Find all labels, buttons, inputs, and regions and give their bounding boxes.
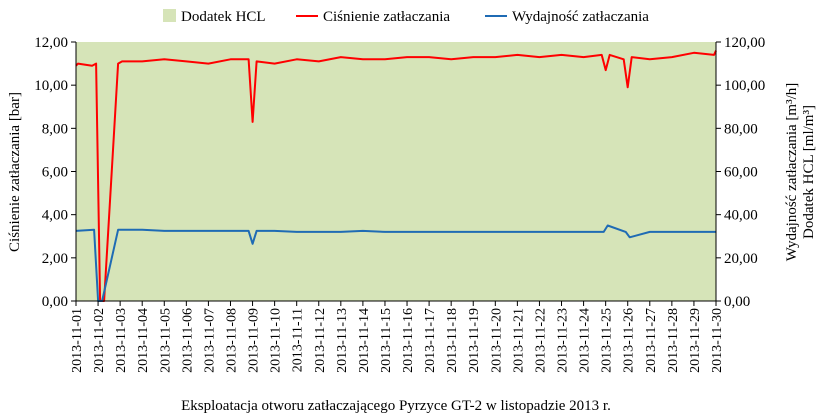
x-tick-label: 2013-11-12 bbox=[313, 308, 328, 373]
legend-label-dodatek-hcl: Dodatek HCL bbox=[181, 9, 266, 25]
x-tick-label: 2013-11-21 bbox=[511, 308, 526, 373]
y-right-tick-label: 40,00 bbox=[724, 208, 758, 224]
series-area-dodatek-hcl bbox=[76, 42, 716, 301]
x-tick-label: 2013-11-25 bbox=[600, 308, 615, 373]
x-tick-label: 2013-11-05 bbox=[158, 308, 173, 373]
x-axis-title: Eksploatacja otworu zatłaczającego Pyrzy… bbox=[181, 398, 611, 414]
y-right-tick-label: 80,00 bbox=[724, 121, 758, 137]
x-tick-label: 2013-11-23 bbox=[556, 308, 571, 373]
series-line-wydajnosc bbox=[75, 224, 716, 302]
y-left-tick-label: 6,00 bbox=[42, 165, 68, 181]
y-left-tick-label: 12,00 bbox=[34, 35, 68, 51]
x-tick-label: 2013-11-07 bbox=[202, 308, 217, 373]
x-tick-label: 2013-11-27 bbox=[644, 308, 659, 373]
y-axis-left-title: Ciśnienie zatłaczania [bar] bbox=[7, 92, 23, 252]
x-tick-label: 2013-11-22 bbox=[533, 308, 548, 373]
x-tick-label: 2013-11-02 bbox=[92, 308, 107, 373]
y-axis-right-title-2: Dodatek HCL [ml/m³] bbox=[801, 105, 817, 239]
series-line-cisnienie bbox=[75, 50, 717, 302]
legend-label-cisnienie: Ciśnienie zatłaczania bbox=[323, 9, 450, 25]
x-tick-label: 2013-11-30 bbox=[710, 308, 725, 373]
y-axis-right-title-1: Wydajność zatłaczania [m³/h] bbox=[784, 83, 800, 262]
x-tick-label: 2013-11-13 bbox=[335, 308, 350, 373]
y-right-tick-label: 120,00 bbox=[724, 35, 765, 51]
x-tick-label: 2013-11-28 bbox=[666, 308, 681, 373]
y-left-tick-label: 2,00 bbox=[42, 251, 68, 267]
x-tick-label: 2013-11-03 bbox=[114, 308, 129, 373]
y-left-tick-label: 8,00 bbox=[42, 121, 68, 137]
series-layer bbox=[75, 50, 717, 302]
ticks-layer: 0,00 2,00 4,00 6,00 8,00 10,00 12,00 0,00 20,00 4… bbox=[34, 35, 765, 373]
x-tick-label: 2013-11-11 bbox=[291, 308, 306, 372]
x-tick-label: 2013-11-08 bbox=[225, 308, 240, 373]
x-tick-label: 2013-11-10 bbox=[269, 308, 284, 373]
x-tick-label: 2013-11-14 bbox=[357, 308, 372, 373]
y-right-tick-label: 60,00 bbox=[724, 165, 758, 181]
x-tick-label: 2013-11-18 bbox=[445, 308, 460, 373]
y-right-tick-label: 100,00 bbox=[724, 78, 765, 94]
x-tick-label: 2013-11-24 bbox=[578, 308, 593, 373]
y-left-tick-label: 4,00 bbox=[42, 208, 68, 224]
legend-label-wydajnosc: Wydajność zatłaczania bbox=[512, 9, 649, 25]
x-tick-label: 2013-11-20 bbox=[489, 308, 504, 373]
y-right-tick-label: 0,00 bbox=[724, 294, 750, 310]
legend-swatch-dodatek-hcl bbox=[163, 9, 176, 22]
x-tick-label: 2013-11-15 bbox=[379, 308, 394, 373]
y-left-tick-label: 10,00 bbox=[34, 78, 68, 94]
x-tick-label: 2013-11-09 bbox=[247, 308, 262, 373]
y-right-tick-label: 20,00 bbox=[724, 251, 758, 267]
x-tick-label: 2013-11-26 bbox=[622, 308, 637, 373]
plot-area-layer bbox=[76, 42, 716, 301]
x-tick-label: 2013-11-16 bbox=[401, 308, 416, 373]
x-tick-label: 2013-11-06 bbox=[180, 308, 195, 373]
x-tick-label: 2013-11-29 bbox=[688, 308, 703, 373]
y-left-tick-label: 0,00 bbox=[42, 294, 68, 310]
legend: Dodatek HCL Ciśnienie zatłaczania Wydajn… bbox=[163, 9, 649, 25]
x-tick-label: 2013-11-19 bbox=[467, 308, 482, 373]
x-tick-label: 2013-11-01 bbox=[70, 308, 85, 373]
x-tick-label: 2013-11-04 bbox=[136, 308, 151, 373]
x-tick-label: 2013-11-17 bbox=[423, 308, 438, 373]
